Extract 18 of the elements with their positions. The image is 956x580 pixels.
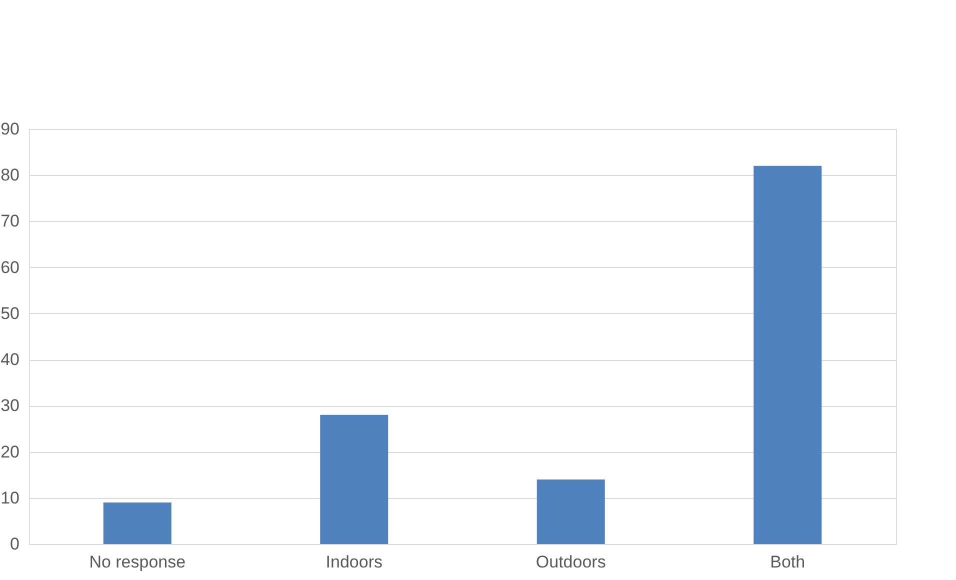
y-tick-label: 90 (0, 120, 20, 138)
x-tick-label: Outdoors (536, 552, 606, 572)
x-tick-label: No response (89, 552, 186, 572)
bar (103, 502, 172, 544)
y-tick-label: 70 (0, 212, 20, 231)
y-tick-label: 40 (0, 350, 20, 370)
y-tick-label: 50 (0, 304, 20, 323)
x-tick-label: Indoors (326, 552, 382, 572)
y-tick-label: 60 (0, 258, 20, 277)
y-tick-label: 30 (0, 396, 20, 416)
y-tick-label: 0 (10, 534, 20, 554)
bar (754, 166, 822, 544)
y-tick-label: 20 (0, 442, 20, 462)
y-tick-label: 10 (0, 488, 20, 508)
y-tick-label: 80 (0, 166, 20, 185)
bar (536, 479, 605, 544)
bar (320, 414, 388, 544)
x-tick-label: Both (770, 552, 806, 572)
